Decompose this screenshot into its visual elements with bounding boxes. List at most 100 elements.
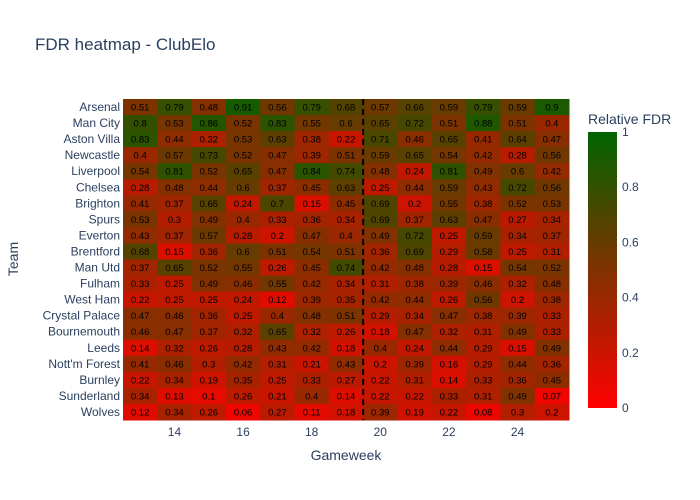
heatmap-cell-label: 0.36 [371,247,390,258]
heatmap-cell-label: 0.63 [337,183,356,194]
x-tick-label: 14 [168,425,182,439]
heatmap-cell-label: 0.48 [371,167,390,178]
heatmap-cell [225,195,261,212]
heatmap-cell-label: 0.34 [543,215,562,226]
heatmap-cell-label: 0.28 [234,343,253,354]
heatmap-cell-label: 0.81 [165,167,184,178]
heatmap-cell [294,195,330,212]
heatmap-cell-label: 0.59 [440,103,459,114]
heatmap-cell [191,147,227,164]
heatmap-cell-label: 0.49 [371,231,390,242]
heatmap-cell-label: 0.21 [302,359,321,370]
heatmap-cell [328,371,364,389]
heatmap-cell [225,275,261,293]
heatmap-cell [431,195,467,212]
heatmap-cell-label: 0.49 [508,327,527,338]
heatmap-cell [466,323,501,341]
heatmap-cell [500,147,536,164]
heatmap-cell [260,115,296,132]
heatmap-cell-label: 0.7 [271,199,284,210]
heatmap-cell-label: 0.46 [165,311,184,322]
heatmap-cell-label: 0.72 [405,231,424,242]
heatmap-cell [260,147,296,164]
heatmap-cell [466,291,501,309]
heatmap-cell-label: 0.4 [545,119,558,130]
heatmap-cell-label: 0.37 [131,263,150,274]
y-tick-label: Man City [73,116,120,130]
heatmap-cell-label: 0.6 [236,247,249,258]
heatmap-cell-label: 0.36 [200,311,219,322]
heatmap-cell-label: 0.32 [508,279,527,290]
heatmap-cell [363,275,398,293]
heatmap-cell [157,275,193,293]
heatmap-cell-label: 0.9 [545,103,558,114]
heatmap-cell [123,403,158,421]
heatmap-cell-label: 0.57 [165,151,184,162]
heatmap-cell-label: 0.74 [337,167,356,178]
heatmap-cell-label: 0.52 [234,119,253,130]
heatmap-cell-label: 0.42 [474,151,493,162]
heatmap-cell [466,307,501,325]
heatmap-cell [363,227,398,244]
y-tick-label: Chelsea [76,180,120,194]
heatmap-cell [397,227,433,244]
heatmap-cell-label: 0.64 [508,135,527,146]
heatmap-cell-label: 0.38 [474,311,493,322]
heatmap-cell-label: 0.37 [543,231,562,242]
heatmap-cell [260,339,296,357]
heatmap-cell-label: 0.38 [474,199,493,210]
heatmap-cell [123,355,158,373]
heatmap-cell [534,179,570,196]
heatmap-cell [328,323,364,341]
heatmap-cell [431,307,467,325]
heatmap-cell-label: 0.18 [337,343,356,354]
heatmap-cell-label: 0.68 [337,103,356,114]
heatmap-cell [397,179,433,196]
heatmap-cell-label: 0.47 [543,135,562,146]
heatmap-cell-label: 0.56 [543,183,562,194]
heatmap-cell-label: 0.45 [302,263,321,274]
heatmap-cell [225,355,261,373]
heatmap-cell [363,243,398,260]
heatmap-cell [534,323,570,341]
heatmap-cell-label: 0.2 [374,359,387,370]
heatmap-cell-label: 0.69 [405,247,424,258]
colorbar-tick-label: 0.2 [622,346,639,360]
heatmap-cell-label: 0.15 [302,199,321,210]
heatmap-cell-label: 0.44 [405,183,424,194]
heatmap-cell [191,403,227,421]
heatmap-cell [466,211,501,228]
heatmap-cell [431,323,467,341]
heatmap-cell-label: 0.41 [131,199,150,210]
heatmap-cell-label: 0.42 [371,295,390,306]
heatmap-cell-label: 0.29 [474,343,493,354]
heatmap-cell [157,211,193,228]
heatmap-cell-label: 0.37 [200,327,219,338]
heatmap-cell [157,323,193,341]
heatmap-cell [123,99,158,116]
heatmap-cell [157,403,193,421]
heatmap-cell-label: 0.47 [440,311,459,322]
heatmap-cell-label: 0.25 [371,183,390,194]
heatmap-cell-label: 0.59 [440,183,459,194]
heatmap-cell [500,403,536,421]
heatmap-cell [500,131,536,148]
heatmap-cell-label: 0.49 [200,279,219,290]
heatmap-cell [363,339,398,357]
heatmap-cell [397,163,433,180]
colorbar-tick-label: 1 [622,125,629,139]
heatmap-cell [260,227,296,244]
heatmap-cell-label: 0.79 [474,103,493,114]
heatmap-cell-label: 0.2 [408,199,421,210]
heatmap-cell [328,131,364,148]
heatmap-cell-label: 0.33 [131,279,150,290]
heatmap-cell [260,371,296,389]
heatmap-cell [157,243,193,260]
heatmap-cell [500,307,536,325]
heatmap-cell [123,307,158,325]
heatmap-cell [123,227,158,244]
heatmap-cell [225,339,261,357]
heatmap-cell [294,163,330,180]
y-axis-ticks: Arsenal Man City Aston Villa Newcastle Liver… [43,100,121,419]
heatmap-cell-label: 0.47 [131,311,150,322]
